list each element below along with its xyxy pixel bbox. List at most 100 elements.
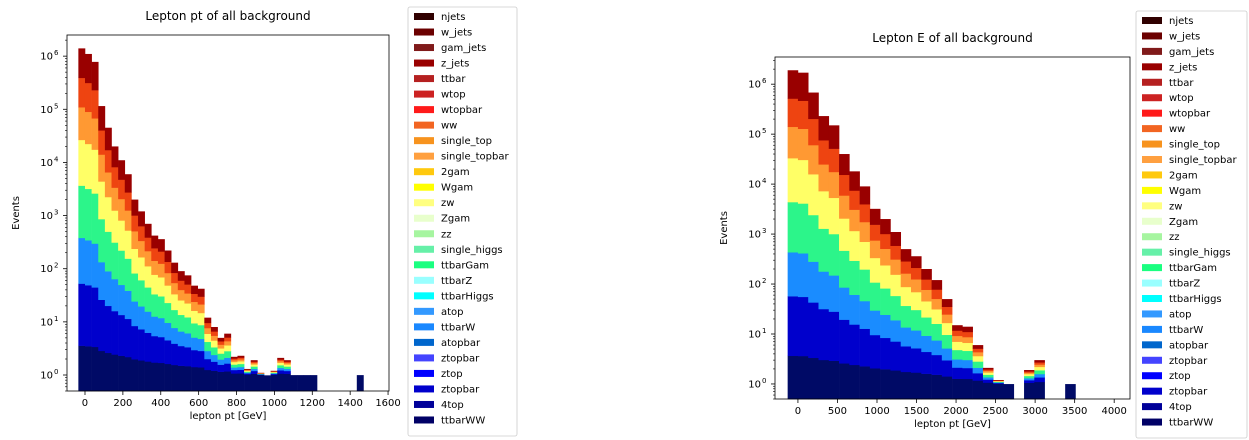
legend-entry: gam_jets: [1142, 47, 1214, 58]
legend-swatch: [414, 13, 434, 20]
bar-segment: [171, 262, 179, 274]
bar-segment: [962, 350, 973, 361]
bar-segment: [910, 256, 922, 269]
bar-segment: [880, 337, 891, 370]
bar-segment: [890, 341, 902, 371]
legend-swatch: [1142, 217, 1162, 225]
bar-segment: [164, 363, 172, 392]
bar-segment: [244, 372, 252, 374]
bar-segment: [171, 272, 179, 284]
bar-segment: [157, 362, 165, 392]
legend-label: ztopbar: [441, 353, 480, 364]
bar-segment: [98, 130, 106, 155]
legend-swatch: [1142, 156, 1162, 163]
legend-label: Wgam: [1169, 186, 1201, 197]
legend-entry: gam_jets: [414, 43, 486, 54]
legend-swatch: [1142, 94, 1162, 102]
bar-segment: [204, 350, 212, 360]
bar-segment: [270, 373, 278, 375]
bar-segment: [1034, 362, 1045, 365]
bar-segment: [224, 371, 232, 392]
bar-segment: [230, 356, 238, 359]
bar-segment: [859, 241, 871, 270]
legend-label: wtopbar: [441, 105, 483, 116]
bar-segment: [98, 181, 106, 220]
bar-segment: [184, 303, 192, 318]
legend-label: single_top: [1169, 140, 1220, 151]
bar-segment: [124, 230, 132, 259]
bar-segment: [283, 370, 291, 374]
bar-segment: [98, 299, 106, 352]
bar-segment: [98, 262, 106, 300]
legend-label: ztopbar: [441, 384, 480, 395]
bar-segment: [171, 309, 179, 329]
x-tick-label: 600: [189, 398, 208, 409]
legend-entry: ttbarHiggs: [1142, 294, 1222, 305]
bar-segment: [849, 294, 860, 325]
bar-segment: [869, 334, 881, 369]
bar-segment: [78, 345, 86, 392]
bar-segment: [839, 174, 850, 196]
legend-swatch: [414, 90, 434, 98]
bar-segment: [224, 333, 232, 338]
bar-segment: [993, 380, 1004, 382]
legend-label: atopbar: [441, 338, 481, 349]
bar-segment: [931, 280, 943, 290]
legend-swatch: [414, 214, 434, 222]
bar-segment: [910, 330, 922, 349]
legend-label: ttbarHiggs: [441, 291, 494, 302]
x-tick-label: 1500: [904, 406, 929, 417]
bar-segment: [931, 309, 943, 325]
bar-segment: [1024, 378, 1035, 381]
bar-segment: [98, 106, 106, 131]
legend-swatch: [414, 183, 434, 191]
bar-segment: [839, 195, 850, 219]
bar-segment: [244, 374, 252, 392]
bar-segment: [204, 341, 212, 352]
bar-bin-16: [184, 275, 192, 392]
bar-segment: [124, 192, 132, 211]
bar-segment: [217, 337, 225, 342]
bar-segment: [270, 370, 278, 372]
bar-segment: [98, 219, 106, 263]
bar-segment: [972, 345, 984, 349]
bar-segment: [104, 271, 112, 307]
bar-segment: [184, 317, 192, 334]
bar-bin-24: [237, 355, 245, 392]
bar-segment: [921, 335, 932, 353]
bar-segment: [982, 379, 994, 383]
bar-segment: [131, 325, 139, 360]
bar-segment: [131, 199, 139, 216]
bar-segment: [237, 361, 245, 365]
bar-segment: [787, 296, 799, 357]
bar-segment: [880, 233, 891, 250]
bar-bin-14: [931, 280, 943, 400]
bar-segment: [250, 364, 258, 367]
bar-bin-32: [290, 375, 298, 392]
bar-segment: [283, 368, 291, 372]
legend-swatch: [1142, 140, 1162, 148]
bar-segment: [1024, 372, 1035, 375]
legend-swatch: [414, 245, 434, 253]
bar-segment: [157, 251, 165, 264]
legend-swatch: [1142, 32, 1162, 40]
legend-swatch: [414, 106, 434, 114]
legend-label: ttbarW: [1169, 325, 1203, 336]
bar-segment: [191, 337, 198, 351]
bar-segment: [982, 367, 994, 370]
y-tick-label: 10: [40, 105, 53, 116]
bar-segment: [131, 215, 139, 232]
legend-swatch: [414, 369, 434, 377]
legend-entry: ttbarZ: [414, 276, 472, 287]
bar-segment: [277, 365, 285, 369]
bar-segment: [972, 348, 984, 353]
bar-segment: [144, 251, 152, 267]
x-tick-label: 3500: [1062, 406, 1087, 417]
bar-segment: [828, 148, 840, 173]
y-tick-exponent: 2: [54, 262, 58, 270]
bar-segment: [257, 373, 265, 375]
y-tick-label: 10: [748, 379, 761, 390]
y-tick-label: 10: [40, 211, 53, 222]
bar-segment: [890, 295, 902, 321]
bar-bin-5: [839, 154, 850, 400]
